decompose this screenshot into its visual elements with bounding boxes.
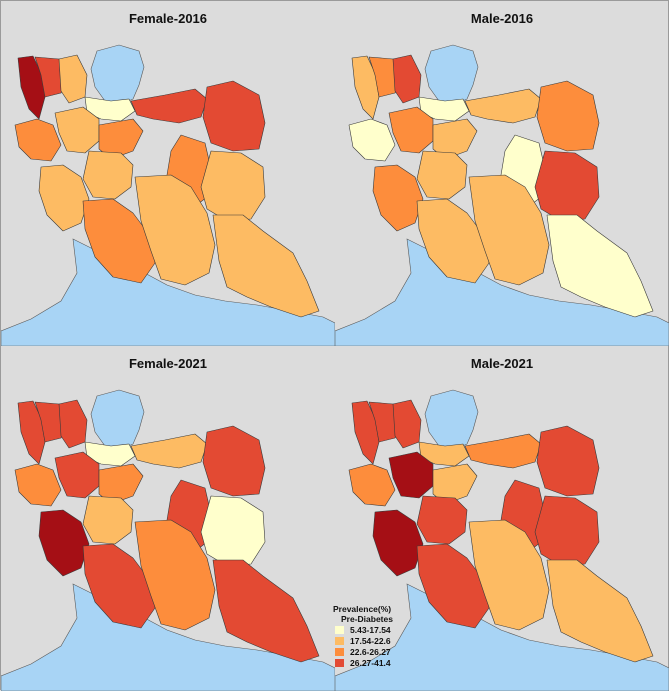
province-region bbox=[38, 164, 90, 232]
province-region bbox=[416, 543, 490, 629]
province-region bbox=[464, 88, 542, 124]
province-region bbox=[14, 118, 62, 162]
province-region bbox=[536, 425, 600, 497]
province-region bbox=[348, 463, 396, 507]
map-panel-male-2016: Male-2016 bbox=[335, 1, 669, 346]
map-panel-female-2016: Female-2016 bbox=[1, 1, 335, 346]
province-region bbox=[534, 495, 600, 567]
legend-item: 22.6-26.27 bbox=[335, 646, 443, 657]
province-region bbox=[432, 463, 478, 505]
legend-item: 17.54-22.6 bbox=[335, 635, 443, 646]
legend-subtitle: Pre-Diabetes bbox=[341, 614, 393, 624]
legend: Prevalence(%) Pre-Diabetes 5.43-17.54 17… bbox=[333, 604, 443, 668]
caspian-sea bbox=[424, 44, 479, 106]
map-female-2016 bbox=[1, 44, 335, 346]
panel-title: Male-2021 bbox=[470, 356, 534, 371]
province-region bbox=[82, 495, 134, 545]
province-region bbox=[546, 214, 654, 318]
province-region bbox=[388, 451, 434, 499]
province-region bbox=[212, 559, 320, 663]
caspian-sea bbox=[424, 389, 479, 451]
panel-title: Female-2016 bbox=[128, 11, 208, 26]
province-region bbox=[200, 495, 266, 567]
province-region bbox=[392, 399, 422, 449]
province-region bbox=[351, 400, 380, 465]
map-panel-male-2021: Male-2021 bbox=[335, 346, 669, 691]
province-region bbox=[372, 509, 424, 577]
province-region bbox=[202, 425, 266, 497]
legend-item: 5.43-17.54 bbox=[335, 624, 443, 635]
legend-label: 26.27-41.4 bbox=[350, 657, 391, 668]
legend-label: 17.54-22.6 bbox=[350, 635, 391, 646]
legend-swatch bbox=[335, 625, 344, 634]
caspian-sea bbox=[90, 389, 145, 451]
legend-swatch bbox=[335, 647, 344, 656]
legend-label: 5.43-17.54 bbox=[350, 624, 391, 635]
province-region bbox=[17, 55, 46, 120]
map-panel-female-2021: Female-2021 bbox=[1, 346, 335, 691]
province-region bbox=[464, 433, 542, 469]
map-female-2021 bbox=[1, 389, 335, 691]
province-region bbox=[372, 164, 424, 232]
panel-title: Female-2021 bbox=[128, 356, 208, 371]
legend-swatch bbox=[335, 658, 344, 667]
province-region bbox=[17, 400, 46, 465]
province-region bbox=[468, 519, 550, 631]
province-region bbox=[546, 559, 654, 663]
province-region bbox=[468, 174, 550, 286]
province-region bbox=[54, 106, 100, 154]
province-region bbox=[82, 198, 156, 284]
province-region bbox=[212, 214, 320, 318]
province-region bbox=[82, 150, 134, 200]
province-region bbox=[58, 399, 88, 449]
province-region bbox=[200, 150, 266, 222]
province-region bbox=[130, 433, 208, 469]
map-male-2016 bbox=[335, 44, 669, 346]
legend-item: 26.27-41.4 bbox=[335, 657, 443, 668]
province-region bbox=[58, 54, 88, 104]
legend-swatch bbox=[335, 636, 344, 645]
province-region bbox=[392, 54, 422, 104]
province-region bbox=[98, 463, 144, 505]
province-region bbox=[416, 150, 468, 200]
province-region bbox=[130, 88, 208, 124]
caspian-sea bbox=[90, 44, 145, 106]
province-region bbox=[388, 106, 434, 154]
province-region bbox=[82, 543, 156, 629]
legend-title: Prevalence(%) bbox=[333, 604, 392, 614]
province-region bbox=[134, 174, 216, 286]
province-region bbox=[14, 463, 62, 507]
province-region bbox=[534, 150, 600, 222]
province-region bbox=[98, 118, 144, 160]
province-region bbox=[134, 519, 216, 631]
province-region bbox=[416, 495, 468, 545]
province-region bbox=[38, 509, 90, 577]
map-male-2021 bbox=[335, 389, 669, 691]
province-region bbox=[202, 80, 266, 152]
province-region bbox=[348, 118, 396, 162]
panel-title: Male-2016 bbox=[470, 11, 534, 26]
province-region bbox=[416, 198, 490, 284]
province-region bbox=[54, 451, 100, 499]
legend-label: 22.6-26.27 bbox=[350, 646, 391, 657]
province-region bbox=[536, 80, 600, 152]
province-region bbox=[432, 118, 478, 160]
province-region bbox=[351, 55, 380, 120]
